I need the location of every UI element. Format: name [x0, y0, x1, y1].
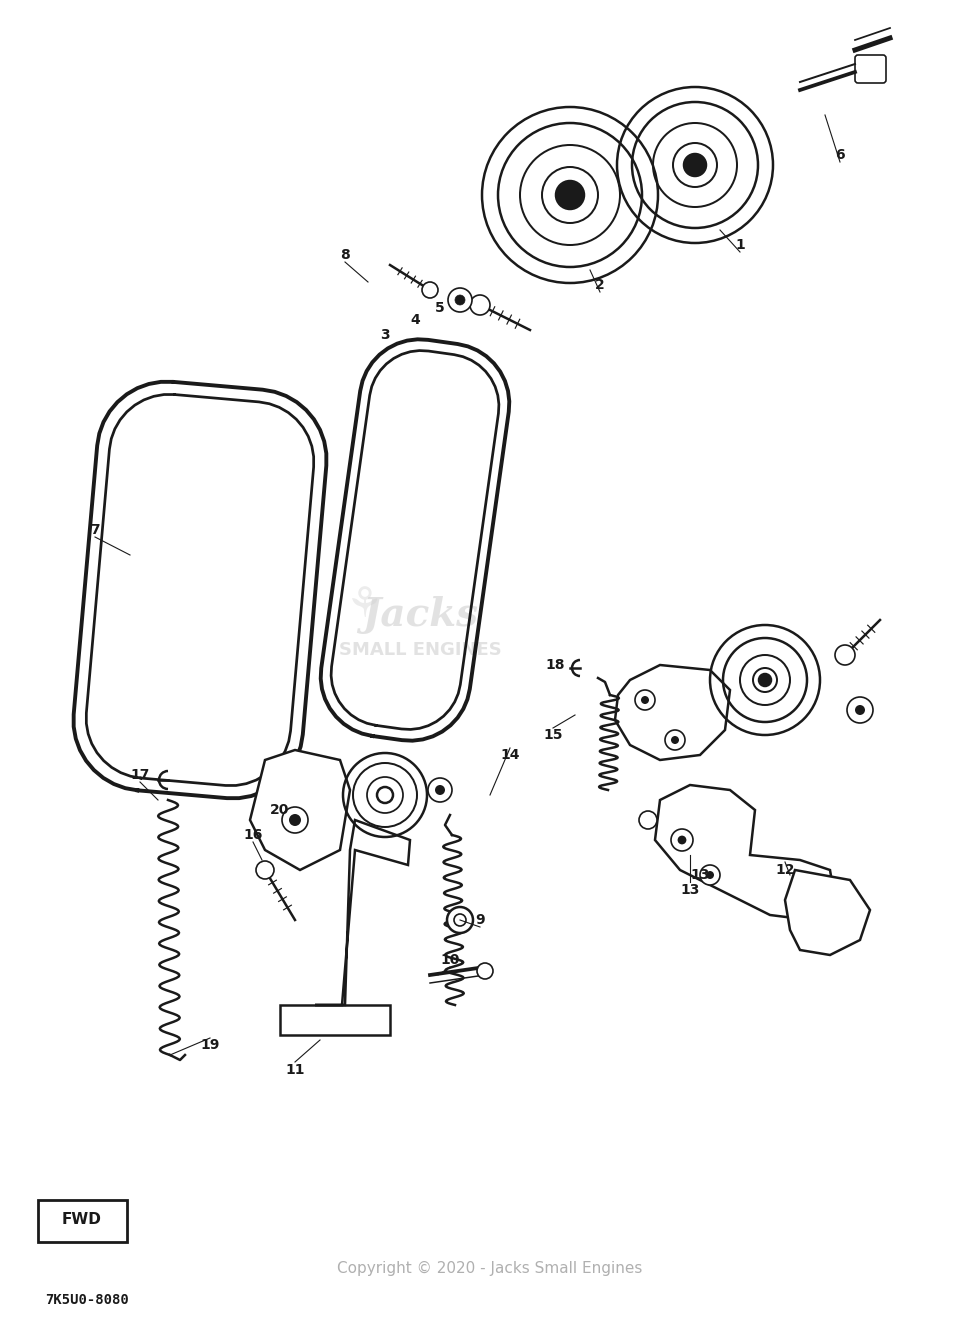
- Circle shape: [455, 295, 465, 305]
- Circle shape: [435, 784, 445, 795]
- Text: Jacks: Jacks: [362, 596, 478, 634]
- Circle shape: [282, 807, 308, 832]
- Circle shape: [855, 704, 865, 715]
- Text: 5: 5: [435, 301, 445, 315]
- Text: 4: 4: [410, 313, 419, 327]
- FancyBboxPatch shape: [855, 55, 886, 83]
- Text: FWD: FWD: [62, 1213, 102, 1227]
- Circle shape: [665, 730, 685, 750]
- Circle shape: [422, 281, 438, 297]
- Text: SMALL ENGINES: SMALL ENGINES: [339, 642, 502, 659]
- Circle shape: [447, 907, 473, 932]
- Text: 18: 18: [545, 658, 564, 672]
- Text: 7: 7: [90, 523, 100, 538]
- Circle shape: [700, 864, 720, 884]
- Text: 17: 17: [130, 768, 150, 782]
- Text: 14: 14: [500, 748, 519, 762]
- Text: 2: 2: [595, 277, 605, 292]
- Circle shape: [256, 860, 274, 879]
- Text: 11: 11: [285, 1063, 305, 1077]
- Circle shape: [470, 295, 490, 315]
- Circle shape: [635, 690, 655, 710]
- Text: 20: 20: [270, 803, 290, 816]
- Polygon shape: [655, 784, 835, 920]
- Text: 13: 13: [680, 883, 700, 896]
- Circle shape: [671, 828, 693, 851]
- Text: 8: 8: [340, 248, 350, 261]
- Polygon shape: [315, 820, 410, 1005]
- Circle shape: [556, 181, 584, 209]
- Circle shape: [847, 696, 873, 723]
- Circle shape: [677, 835, 686, 844]
- Text: 19: 19: [200, 1038, 220, 1053]
- Text: 9: 9: [475, 912, 485, 927]
- Text: 13: 13: [690, 868, 710, 882]
- Circle shape: [289, 814, 301, 826]
- Circle shape: [641, 696, 649, 704]
- Text: 6: 6: [835, 148, 845, 161]
- Text: ⚘: ⚘: [346, 584, 384, 626]
- FancyBboxPatch shape: [38, 1201, 127, 1242]
- Circle shape: [448, 288, 472, 312]
- Polygon shape: [280, 1005, 390, 1035]
- Text: 12: 12: [775, 863, 795, 876]
- Text: 3: 3: [380, 328, 390, 342]
- Circle shape: [706, 871, 714, 879]
- Circle shape: [684, 153, 706, 176]
- Circle shape: [639, 811, 657, 828]
- Polygon shape: [615, 666, 730, 760]
- Text: 7K5U0-8080: 7K5U0-8080: [45, 1293, 128, 1307]
- Polygon shape: [250, 750, 350, 870]
- Circle shape: [377, 787, 393, 803]
- Text: 15: 15: [543, 728, 563, 742]
- Text: 1: 1: [735, 237, 745, 252]
- Circle shape: [671, 736, 679, 744]
- Circle shape: [428, 778, 452, 802]
- Polygon shape: [785, 870, 870, 955]
- Text: Copyright © 2020 - Jacks Small Engines: Copyright © 2020 - Jacks Small Engines: [337, 1261, 643, 1275]
- Text: 10: 10: [440, 952, 460, 967]
- Circle shape: [759, 674, 771, 686]
- Circle shape: [835, 646, 855, 666]
- Circle shape: [477, 963, 493, 979]
- Text: 16: 16: [243, 828, 263, 842]
